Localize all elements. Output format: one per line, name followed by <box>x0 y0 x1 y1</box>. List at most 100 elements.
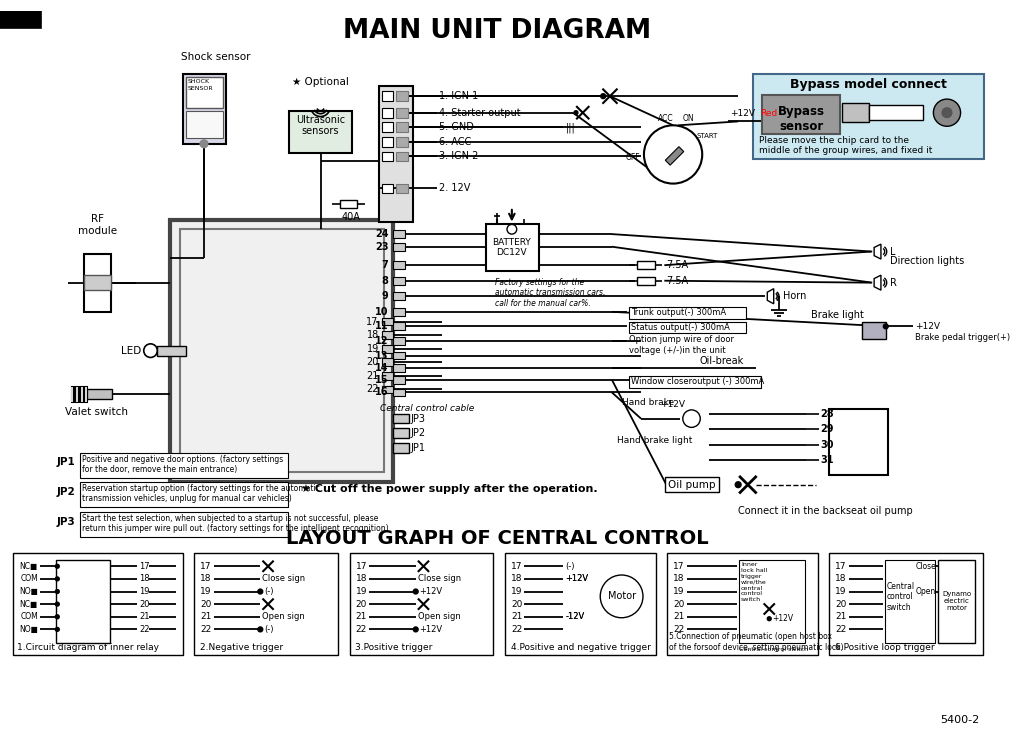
Text: +12V: +12V <box>772 614 794 624</box>
Bar <box>12 553 182 655</box>
Text: 23: 23 <box>375 241 388 252</box>
Text: 22: 22 <box>355 625 367 634</box>
Polygon shape <box>874 244 881 259</box>
Bar <box>195 553 338 655</box>
Text: Valet switch: Valet switch <box>66 407 128 417</box>
Text: 19: 19 <box>200 587 212 596</box>
Bar <box>668 553 818 655</box>
Text: Central
control
switch: Central control switch <box>887 582 914 612</box>
Text: JP3: JP3 <box>411 413 426 424</box>
Text: 12: 12 <box>375 336 388 346</box>
Text: (-): (-) <box>264 625 273 634</box>
Text: JP1: JP1 <box>411 443 426 453</box>
Bar <box>393 337 406 345</box>
Bar <box>80 453 289 478</box>
Bar <box>56 560 110 643</box>
Bar <box>396 137 408 147</box>
Bar <box>393 376 406 384</box>
Text: Red: Red <box>761 109 778 118</box>
Text: 1. IGN 1: 1. IGN 1 <box>439 91 478 101</box>
Text: NC■: NC■ <box>19 562 38 571</box>
Bar <box>290 111 351 153</box>
Circle shape <box>258 589 263 594</box>
Text: Open: Open <box>916 587 936 596</box>
Text: Central control switch: Central control switch <box>739 647 808 652</box>
Text: 21: 21 <box>367 371 379 381</box>
Text: +12V: +12V <box>565 574 589 583</box>
Text: 19: 19 <box>355 587 367 596</box>
Polygon shape <box>666 147 684 165</box>
Bar <box>382 92 393 101</box>
Text: +12V: +12V <box>660 400 685 409</box>
Circle shape <box>200 140 208 148</box>
Text: 18: 18 <box>139 574 150 583</box>
Text: SHOCK: SHOCK <box>187 79 210 83</box>
Text: 17: 17 <box>139 562 150 571</box>
Bar <box>84 253 111 312</box>
Bar <box>382 137 393 147</box>
Text: 7: 7 <box>382 260 388 270</box>
Bar <box>829 553 983 655</box>
Text: 40A: 40A <box>342 212 360 222</box>
Bar <box>505 553 655 655</box>
Text: 8: 8 <box>382 276 388 286</box>
Text: COM: COM <box>20 612 38 621</box>
Text: 22: 22 <box>836 625 847 634</box>
Text: L: L <box>890 247 895 256</box>
Circle shape <box>258 627 263 632</box>
Text: 20: 20 <box>511 600 522 609</box>
Text: -12V: -12V <box>565 612 585 621</box>
Bar <box>182 74 226 144</box>
Text: 21: 21 <box>836 612 847 621</box>
Bar <box>179 229 384 472</box>
Text: 3.Positive trigger: 3.Positive trigger <box>355 643 433 652</box>
Text: 21: 21 <box>355 612 367 621</box>
Bar <box>80 482 289 507</box>
Circle shape <box>55 564 59 568</box>
Bar <box>630 307 745 319</box>
Circle shape <box>600 575 643 618</box>
Text: Brake light: Brake light <box>811 310 864 320</box>
Circle shape <box>644 125 702 183</box>
Circle shape <box>414 627 418 632</box>
Text: SENSOR: SENSOR <box>187 86 213 92</box>
Text: 31: 31 <box>820 455 835 466</box>
Text: 19: 19 <box>511 587 522 596</box>
Circle shape <box>143 344 158 358</box>
Text: Bypass
sensor: Bypass sensor <box>778 105 824 133</box>
Text: LED: LED <box>121 346 141 355</box>
Text: Motor: Motor <box>607 592 636 601</box>
Bar <box>393 261 406 269</box>
Text: +12V: +12V <box>565 574 589 583</box>
Bar <box>393 364 406 372</box>
Text: Factory settings for the
automatic transmission cars,
call for the manual car%.: Factory settings for the automatic trans… <box>496 278 606 308</box>
Text: +12V: +12V <box>914 322 940 331</box>
Text: Positive and negative door options. (factory settings
for the door, remove the m: Positive and negative door options. (fac… <box>82 454 283 474</box>
Text: 19: 19 <box>139 587 150 596</box>
Text: NO■: NO■ <box>19 587 38 596</box>
Text: 4. Starter output: 4. Starter output <box>439 108 520 118</box>
Text: 17: 17 <box>367 317 379 326</box>
Text: 22: 22 <box>139 625 150 634</box>
Text: Oil pump: Oil pump <box>669 480 716 489</box>
Text: JP2: JP2 <box>57 486 76 497</box>
Bar <box>170 220 393 482</box>
Text: LAYOUT GRAPH OF CENTRAL CONTROL: LAYOUT GRAPH OF CENTRAL CONTROL <box>286 530 709 548</box>
Text: 19: 19 <box>673 587 685 596</box>
Text: 29: 29 <box>820 425 835 434</box>
Text: Trunk output(-) 300mA: Trunk output(-) 300mA <box>632 308 726 317</box>
Circle shape <box>55 577 59 581</box>
Text: NC■: NC■ <box>19 600 38 609</box>
Text: Hand brake light: Hand brake light <box>616 436 692 445</box>
Bar <box>349 553 494 655</box>
Text: NO■: NO■ <box>19 625 38 634</box>
Bar <box>637 277 654 285</box>
Text: R: R <box>890 278 897 288</box>
Text: 11: 11 <box>375 321 388 332</box>
Text: ★ Cut off the power supply after the operation.: ★ Cut off the power supply after the ope… <box>301 484 598 494</box>
Bar <box>340 200 357 208</box>
Text: 22: 22 <box>673 625 684 634</box>
Text: 19: 19 <box>367 343 379 354</box>
Bar <box>739 560 805 643</box>
Circle shape <box>735 482 741 487</box>
